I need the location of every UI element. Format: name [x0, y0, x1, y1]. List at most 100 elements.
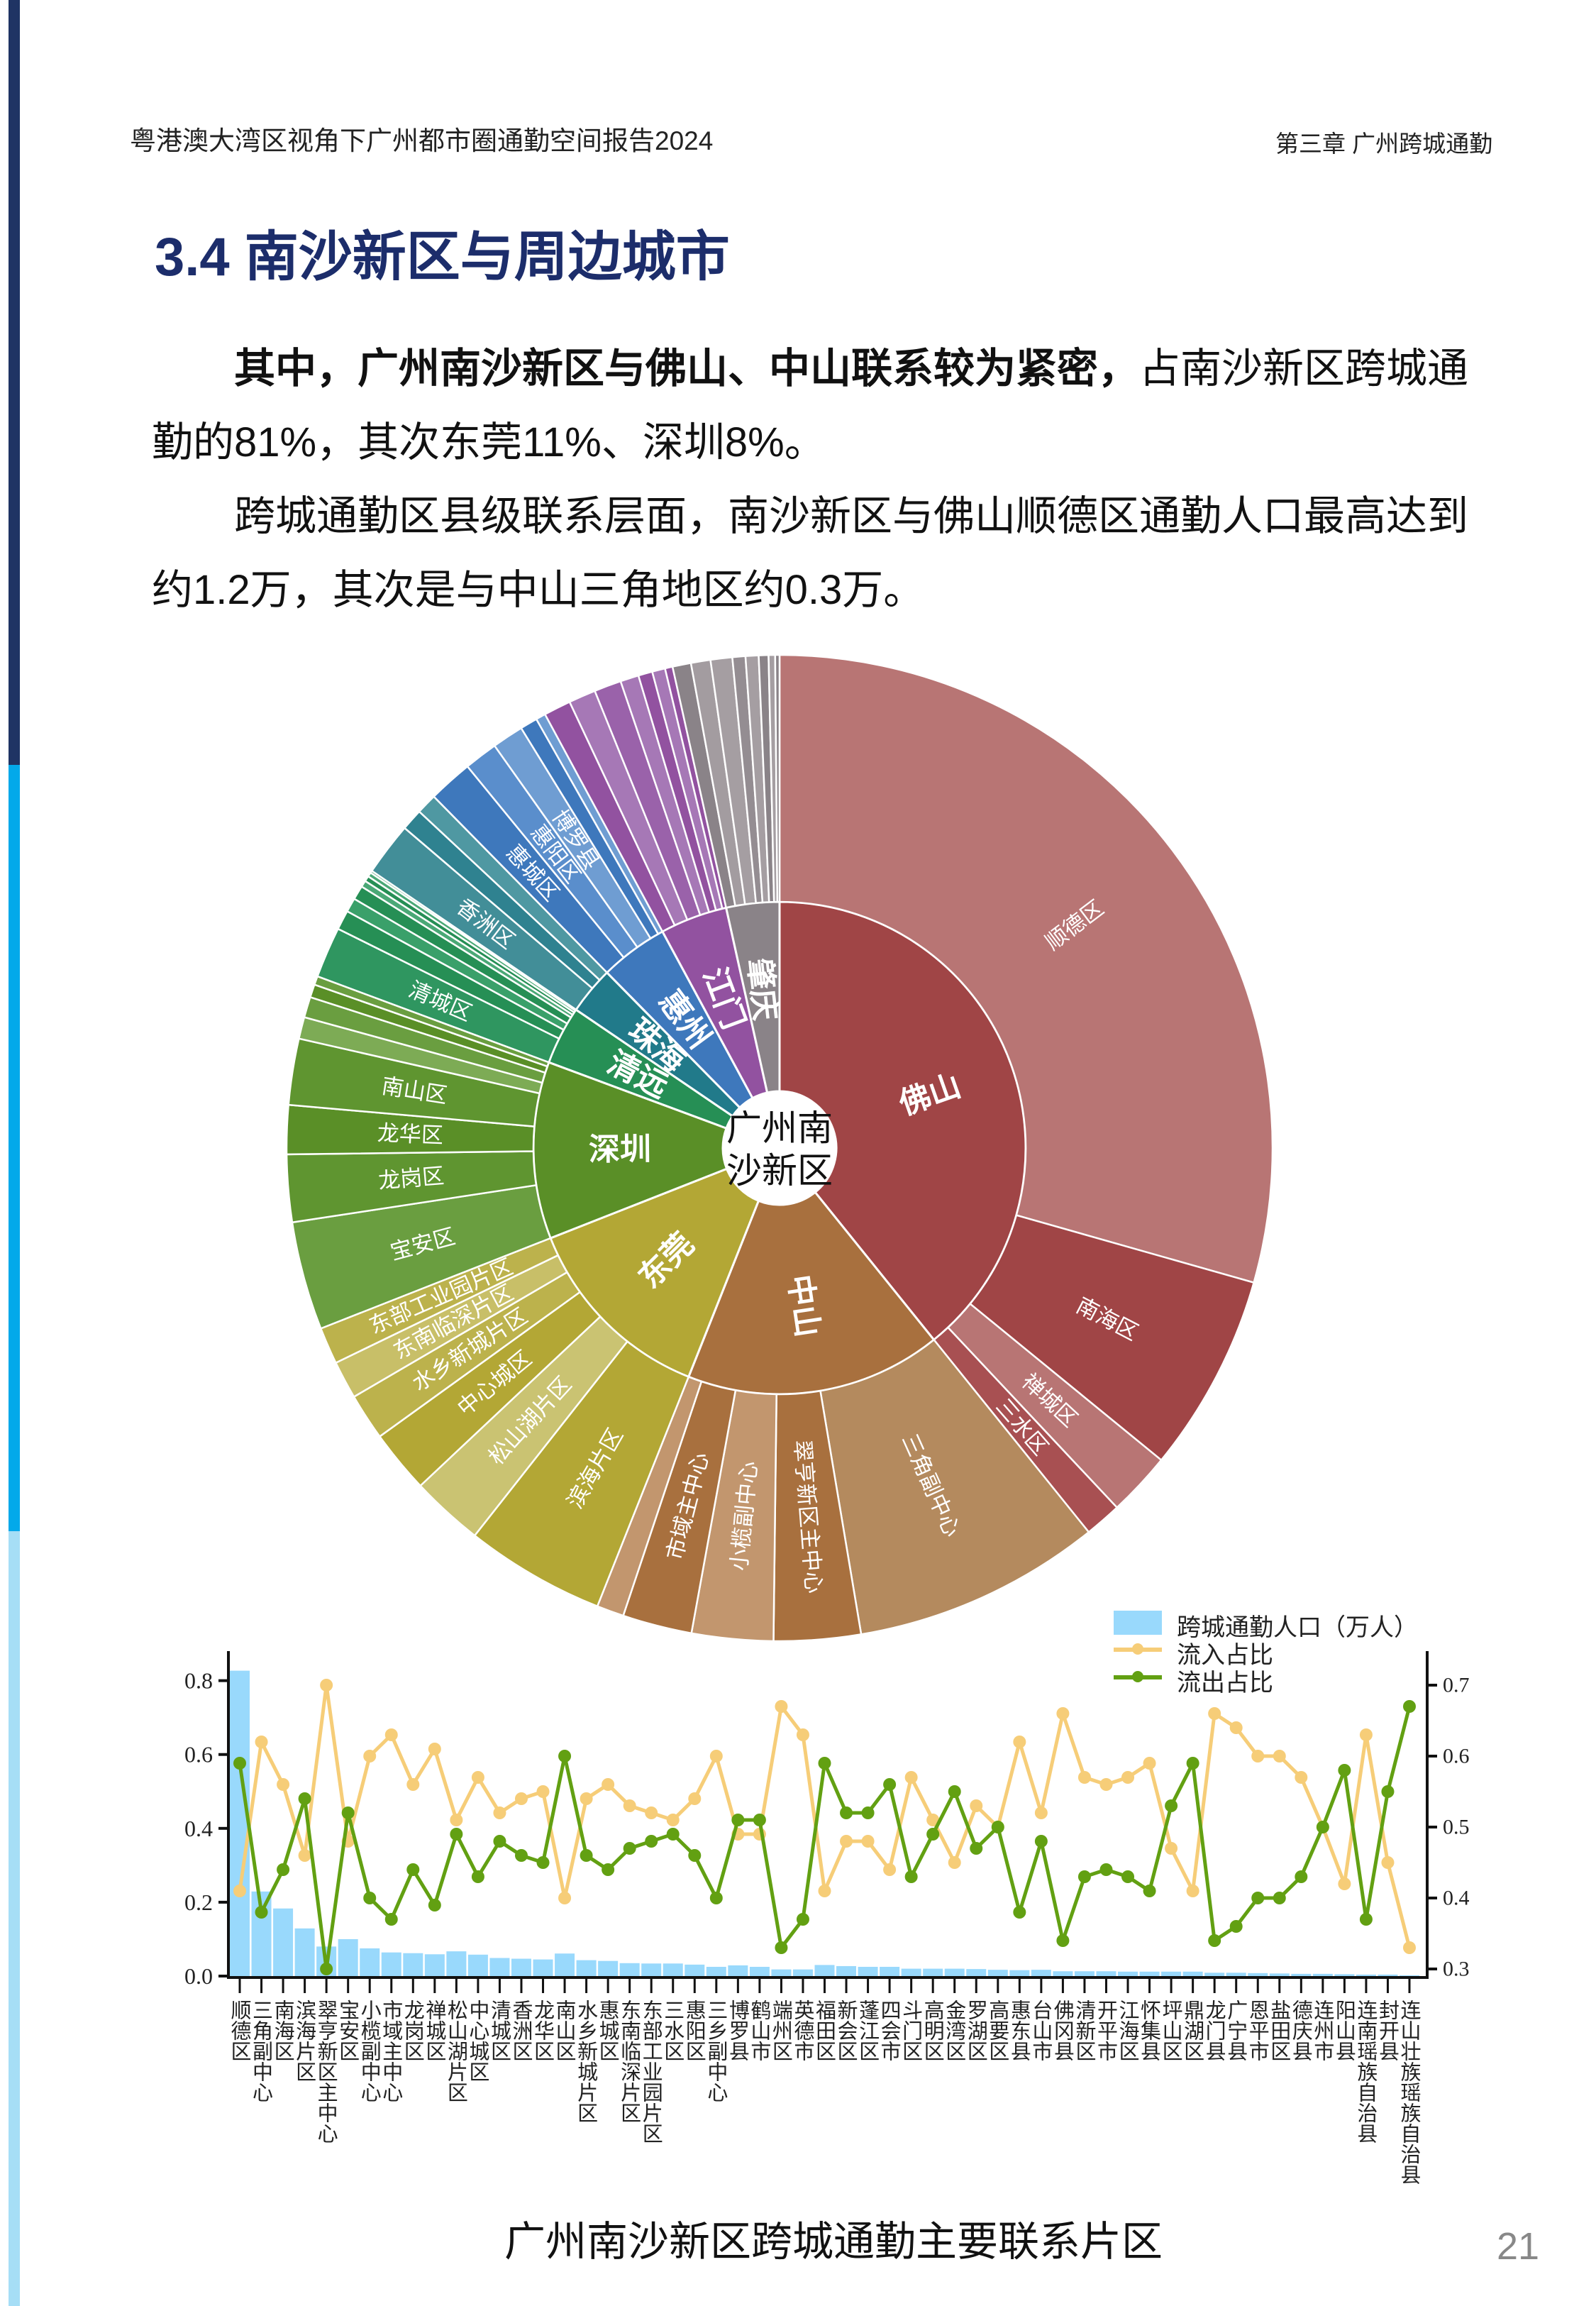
legend-swatch-bar	[1114, 1611, 1162, 1635]
outflow-point	[1295, 1870, 1308, 1883]
inflow-point	[970, 1799, 983, 1812]
outflow-point	[233, 1757, 246, 1770]
x-axis-label: 龙岗区	[401, 1999, 424, 2061]
inflow-point	[1338, 1877, 1351, 1890]
inflow-point	[255, 1736, 268, 1748]
inflow-point	[514, 1792, 528, 1805]
outflow-point	[1338, 1764, 1351, 1777]
x-axis-label: 江海区	[1116, 1999, 1139, 2061]
left-axis-tick-label: 0.4	[184, 1816, 213, 1841]
outflow-point	[1077, 1870, 1091, 1883]
inflow-point	[233, 1885, 246, 1897]
inflow-point	[1099, 1778, 1113, 1791]
outflow-point	[298, 1792, 311, 1805]
x-axis-label: 东南临深片区	[617, 1999, 641, 2123]
inflow-point	[1208, 1707, 1221, 1720]
x-axis-label: 德庆县	[1289, 1999, 1312, 2061]
bar	[1291, 1973, 1312, 1976]
sunburst-district-segment	[778, 653, 1274, 1284]
bar	[1053, 1971, 1073, 1976]
x-axis-label: 三水区	[660, 1999, 684, 2061]
bar	[1356, 1974, 1376, 1976]
paragraph-1-bold: 其中，广州南沙新区与佛山、中山联系较为紧密，	[234, 346, 1140, 392]
bar	[489, 1958, 510, 1976]
inflow-point	[363, 1750, 377, 1762]
inflow-point	[775, 1700, 788, 1713]
bar	[771, 1969, 792, 1976]
page-number: 21	[1497, 2225, 1540, 2268]
paragraph-1: 其中，广州南沙新区与佛山、中山联系较为紧密，占南沙新区跨城通勤的81%，其次东莞…	[152, 332, 1496, 480]
bar	[641, 1963, 662, 1976]
x-axis-label: 三乡副中心	[704, 1999, 727, 2102]
bar	[944, 1968, 965, 1976]
bar	[728, 1965, 748, 1976]
outflow-point	[904, 1870, 918, 1883]
x-axis-label: 恩平市	[1246, 1999, 1269, 2061]
outflow-point	[1143, 1885, 1156, 1897]
right-axis-tick-label: 0.7	[1443, 1674, 1470, 1697]
outflow-point	[1381, 1785, 1395, 1798]
x-axis-label: 英德市	[790, 1999, 814, 2061]
bar	[1400, 1975, 1419, 1976]
outflow-point	[731, 1814, 745, 1826]
outflow-point	[1359, 1913, 1373, 1926]
inflow-point	[709, 1750, 723, 1762]
x-axis-label: 清新区	[1072, 1999, 1095, 2061]
bar	[230, 1670, 250, 1976]
inflow-point	[536, 1785, 550, 1798]
outflow-point	[1229, 1920, 1243, 1933]
outflow-point	[277, 1863, 290, 1876]
left-axis-tick-label: 0.8	[184, 1668, 213, 1694]
sidebar-accent-blue	[9, 765, 20, 1531]
outflow-point	[255, 1906, 268, 1919]
right-axis-tick-label: 0.3	[1443, 1958, 1470, 1981]
x-axis-label: 鹤山市	[747, 1999, 770, 2061]
inflow-point	[926, 1814, 940, 1826]
paragraph-2: 跨城通勤区县级联系层面，南沙新区与佛山顺德区通勤人口最高达到约1.2万，其次是与…	[152, 480, 1496, 627]
outflow-point	[753, 1814, 766, 1826]
inflow-point	[861, 1835, 875, 1848]
bar	[1009, 1970, 1030, 1976]
inflow-point	[406, 1778, 420, 1791]
inflow-point	[384, 1728, 398, 1741]
outflow-point	[688, 1849, 702, 1862]
x-axis-label: 清城区	[487, 1999, 511, 2061]
x-axis-label: 佛冈县	[1051, 1999, 1074, 2061]
x-axis-label: 四会市	[877, 1999, 901, 2061]
x-axis-label: 高要区	[985, 1999, 1009, 2061]
x-axis-label: 端州区	[769, 1999, 792, 2061]
legend-label-bar: 跨城通勤人口（万人）	[1177, 1615, 1418, 1641]
bar	[1096, 1971, 1116, 1976]
right-axis-tick-label: 0.4	[1443, 1887, 1470, 1910]
bar	[555, 1953, 575, 1976]
inflow-point	[623, 1799, 636, 1812]
x-axis-label: 顺德区	[228, 1999, 250, 2061]
sunburst-center-label: 广州南	[726, 1108, 833, 1148]
bar	[1334, 1974, 1355, 1976]
inflow-point	[277, 1778, 290, 1791]
bar	[1248, 1973, 1268, 1976]
outflow-point	[709, 1892, 723, 1904]
left-axis-tick-label: 0.0	[184, 1963, 213, 1989]
x-axis-label: 罗湖区	[964, 1999, 987, 2061]
bar	[814, 1965, 835, 1976]
legend-label-outflow: 流出占比	[1177, 1670, 1273, 1697]
inflow-point	[1359, 1728, 1373, 1741]
x-axis-label: 开平市	[1094, 1999, 1117, 2061]
inflow-point	[602, 1778, 615, 1791]
right-axis-tick-label: 0.5	[1443, 1816, 1470, 1839]
x-axis-label: 封开县	[1375, 1999, 1399, 2061]
x-axis-label: 新会区	[834, 1999, 858, 2061]
bar	[1269, 1973, 1290, 1976]
outflow-point	[602, 1863, 615, 1876]
x-axis-label: 惠阳区	[682, 1999, 706, 2061]
outflow-point	[558, 1750, 572, 1762]
inflow-point	[493, 1806, 506, 1819]
bar	[533, 1959, 553, 1976]
inflow-point	[1121, 1771, 1135, 1784]
inflow-point	[818, 1885, 831, 1897]
inflow-point	[1165, 1842, 1178, 1855]
x-axis-label: 阳山县	[1332, 1999, 1356, 2061]
bar	[880, 1966, 900, 1976]
